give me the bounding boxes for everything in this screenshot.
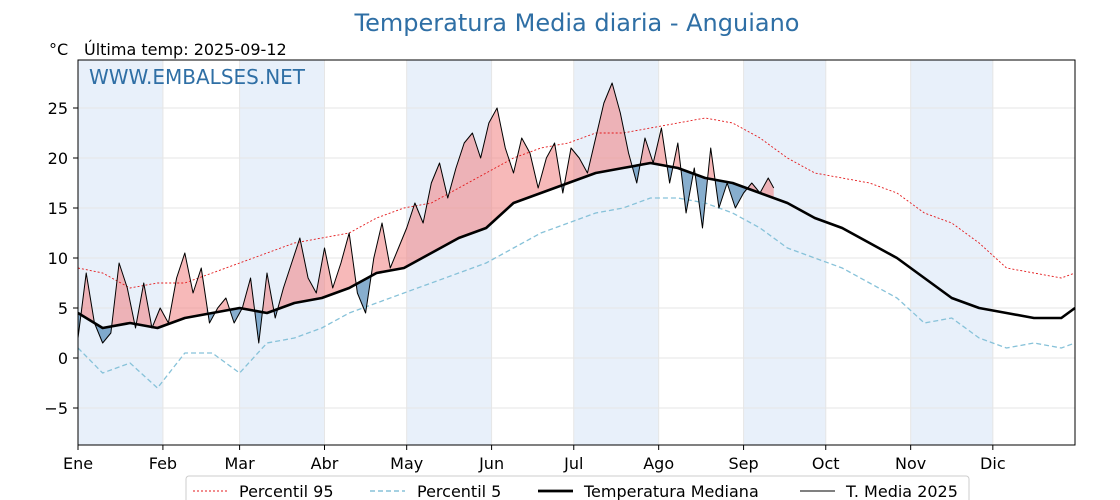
anomaly-fill-below	[254, 308, 263, 343]
x-tick-label: Feb	[149, 454, 177, 473]
month-band-nov	[910, 60, 993, 445]
month-band-mar	[239, 60, 325, 445]
chart-title: Temperatura Media diaria - Anguiano	[354, 9, 800, 37]
x-tick-label: Oct	[812, 454, 840, 473]
legend: Percentil 95 Percentil 5 Temperatura Med…	[185, 475, 970, 500]
anomaly-fill-above	[135, 283, 152, 328]
x-tick-label: Jul	[563, 454, 583, 473]
anomaly-fill-above	[276, 233, 358, 313]
series-line-p5	[77, 197, 1076, 389]
anomaly-fill-below	[680, 166, 695, 213]
anomaly-fill-above	[261, 273, 276, 320]
legend-box	[185, 475, 970, 500]
legend-label-p95: Percentil 95	[239, 482, 334, 500]
x-tick-label: Sep	[729, 454, 759, 473]
x-tick-label: Ene	[63, 454, 93, 473]
legend-label-year: T. Media 2025	[845, 482, 958, 500]
series-line-median	[77, 161, 1076, 330]
unit-label: °C	[49, 40, 68, 59]
anomaly-fill-above	[672, 143, 682, 178]
x-tick-label: Abr	[311, 454, 339, 473]
x-tick-label: Nov	[895, 454, 926, 473]
y-tick-label: 5	[58, 299, 68, 318]
y-tick-label: 20	[48, 149, 68, 168]
anomaly-fill-below	[356, 267, 373, 313]
x-tick-label: Dic	[980, 454, 1006, 473]
last-temp-label: Última temp: 2025-09-12	[84, 40, 287, 59]
watermark: WWW.EMBALSES.NET	[89, 65, 306, 89]
month-band-ene	[78, 60, 163, 445]
month-band-sep	[743, 60, 826, 445]
anomaly-fill-above	[371, 108, 563, 277]
series-line-p95	[77, 117, 1076, 289]
x-tick-label: Ago	[643, 454, 674, 473]
month-bands	[78, 60, 993, 445]
anomaly-fill-above	[564, 83, 633, 186]
anomaly-fill-below	[694, 168, 708, 228]
x-tick-label: Jun	[478, 454, 504, 473]
anomaly-fill-above	[80, 273, 96, 327]
y-tick-label: 0	[58, 349, 68, 368]
plot-frame	[77, 59, 1076, 446]
y-tick-label: 10	[48, 249, 68, 268]
series-lines	[77, 82, 1076, 389]
legend-label-median: Temperatura Mediana	[583, 482, 759, 500]
anomaly-fill-above	[240, 278, 257, 322]
y-tick-label: 15	[48, 199, 68, 218]
y-tick-label: 25	[48, 99, 68, 118]
anomaly-fill-above	[746, 178, 774, 198]
series-line-year	[77, 82, 775, 344]
anomaly-fill-above	[151, 253, 209, 328]
axis-ticks: −5 0 5 10 15 20 25 Ene Feb Mar Abr May Jun Jul Ago Sep O…	[44, 99, 1005, 473]
x-tick-label: May	[390, 454, 423, 473]
y-tick-label: −5	[44, 399, 68, 418]
legend-label-p5: Percentil 5	[417, 482, 501, 500]
anomaly-fills	[78, 83, 774, 343]
x-tick-label: Mar	[225, 454, 256, 473]
